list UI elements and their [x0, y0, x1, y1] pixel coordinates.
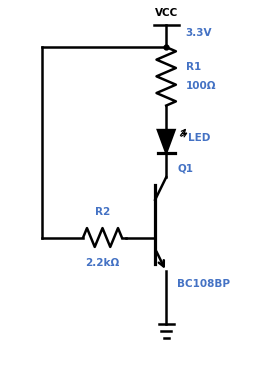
Polygon shape [158, 130, 175, 153]
Text: VCC: VCC [155, 8, 178, 18]
Text: 3.3V: 3.3V [186, 28, 212, 38]
Text: 100Ω: 100Ω [186, 81, 216, 91]
Text: R1: R1 [186, 62, 201, 72]
Text: LED: LED [188, 133, 211, 143]
Text: R2: R2 [95, 207, 110, 217]
Text: 2.2kΩ: 2.2kΩ [85, 258, 120, 268]
Text: BC108BP: BC108BP [177, 279, 230, 289]
Text: Q1: Q1 [177, 163, 193, 173]
